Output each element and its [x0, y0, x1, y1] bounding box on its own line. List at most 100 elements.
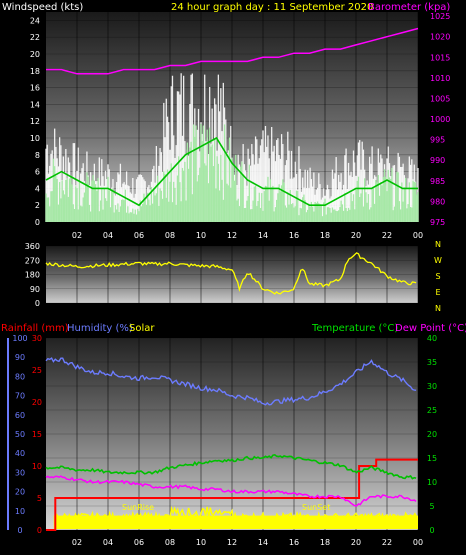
clim-x-tick: 02: [72, 538, 82, 547]
baro-y-tick: 1025: [430, 12, 450, 21]
wind-series: [45, 27, 419, 222]
barometer-line: [46, 27, 419, 75]
clim-x-tick: 06: [134, 538, 144, 547]
wind-y-tick: 20: [30, 50, 40, 59]
rainfall-y-tick: 30: [32, 334, 42, 343]
humidity-label: Humidity (%): [67, 323, 133, 334]
humidity-y-tick: 60: [15, 411, 25, 420]
rainfall-y-tick: 10: [32, 462, 42, 471]
wind-x-tick: 16: [289, 231, 299, 240]
clim-x-tick: 22: [382, 538, 392, 547]
wind-y-tick: 18: [30, 67, 40, 76]
clim-x-tick: 14: [258, 538, 268, 547]
direction-line: [45, 252, 417, 295]
wind-x-tick: 02: [72, 231, 82, 240]
baro-y-tick: 990: [430, 156, 445, 165]
temp-y-tick: 0: [429, 526, 434, 535]
sunset-annotation: SunSet: [302, 503, 330, 512]
baro-y-tick: 1015: [430, 53, 450, 62]
compass-label: E: [435, 288, 440, 297]
humidity-y-tick: 20: [15, 488, 25, 497]
wind-y-tick: 2: [35, 201, 40, 210]
baro-y-tick: 985: [430, 177, 445, 186]
humidity-y-tick: 0: [17, 526, 22, 535]
temp-y-tick: 35: [427, 358, 437, 367]
wind-x-tick: 08: [165, 231, 175, 240]
dewpoint-line: [45, 475, 417, 507]
rainfall-line: [46, 458, 418, 531]
wind-y-tick: 12: [30, 117, 40, 126]
climate-series: [45, 357, 418, 531]
compass-label: W: [434, 256, 442, 265]
wind-x-tick: 00: [413, 231, 423, 240]
barometer-axis-label: Barometer (kpa): [368, 2, 450, 13]
humidity-y-tick: 40: [15, 449, 25, 458]
baro-y-tick: 980: [430, 197, 445, 206]
temperature-label: Temperature (°C): [311, 323, 398, 334]
dir-y-tick: 90: [30, 285, 40, 294]
clim-x-tick: 08: [165, 538, 175, 547]
dir-y-tick: 360: [25, 242, 40, 251]
temp-y-tick: 10: [427, 478, 437, 487]
dir-y-tick: 180: [25, 271, 40, 280]
wind-x-tick: 22: [382, 231, 392, 240]
temp-y-tick: 20: [427, 430, 437, 439]
direction-series: [45, 252, 417, 295]
clim-x-tick: 16: [289, 538, 299, 547]
baro-y-tick: 975: [430, 218, 445, 227]
dewpoint-label: Dew Point (°C): [395, 323, 466, 334]
compass-label: N: [435, 304, 441, 313]
wind-y-tick: 16: [30, 84, 40, 93]
clim-x-tick: 12: [227, 538, 237, 547]
solar-band: [53, 515, 418, 530]
humidity-y-tick: 30: [15, 468, 25, 477]
humidity-y-tick: 100: [12, 334, 27, 343]
temp-y-tick: 15: [427, 454, 437, 463]
rainfall-label: Rainfall (mm): [1, 323, 69, 334]
average-line: [45, 136, 418, 207]
wind-x-tick: 10: [196, 231, 206, 240]
wind-x-tick: 18: [320, 231, 330, 240]
wind-x-tick: 04: [103, 231, 113, 240]
wind-y-tick: 0: [35, 218, 40, 227]
direction-grid: [46, 245, 419, 304]
page-title: 24 hour graph day : 11 September 2020: [171, 2, 373, 13]
rainfall-y-tick: 15: [32, 430, 42, 439]
humidity-y-tick: 90: [15, 353, 25, 362]
temp-y-tick: 25: [427, 406, 437, 415]
dir-y-tick: 0: [35, 299, 40, 308]
dir-y-tick: 270: [25, 256, 40, 265]
wind-y-tick: 8: [35, 151, 40, 160]
rainfall-y-tick: 20: [32, 398, 42, 407]
baro-y-tick: 1000: [430, 115, 450, 124]
temperature-line: [45, 453, 417, 480]
solar-label: Solar: [129, 323, 155, 334]
temp-y-tick: 40: [427, 334, 437, 343]
wind-x-tick: 14: [258, 231, 268, 240]
wind-y-tick: 22: [30, 33, 40, 42]
baro-y-tick: 1005: [430, 94, 450, 103]
baro-y-tick: 1010: [430, 74, 450, 83]
solar-line: [54, 505, 418, 524]
humidity-line: [45, 357, 417, 406]
wind-y-tick: 14: [30, 100, 40, 109]
wind-y-tick: 24: [30, 16, 40, 25]
rainfall-y-tick: 0: [37, 526, 42, 535]
rainfall-y-tick: 5: [37, 494, 42, 503]
clim-x-tick: 00: [413, 538, 423, 547]
wind-x-tick: 12: [227, 231, 237, 240]
humidity-y-tick: 70: [15, 392, 25, 401]
sunrise-annotation: SunRise: [122, 503, 154, 512]
humidity-y-tick: 10: [15, 507, 25, 516]
baro-y-tick: 995: [430, 136, 445, 145]
humidity-y-tick: 50: [15, 430, 25, 439]
compass-label: N: [435, 240, 441, 249]
humidity-y-tick: 80: [15, 372, 25, 381]
wind-y-tick: 6: [35, 168, 40, 177]
wind-x-tick: 20: [351, 231, 361, 240]
rainfall-y-tick: 25: [32, 366, 42, 375]
axis-tick-labels: 0246810121416182022249759809859909951000…: [12, 12, 450, 547]
clim-x-tick: 10: [196, 538, 206, 547]
